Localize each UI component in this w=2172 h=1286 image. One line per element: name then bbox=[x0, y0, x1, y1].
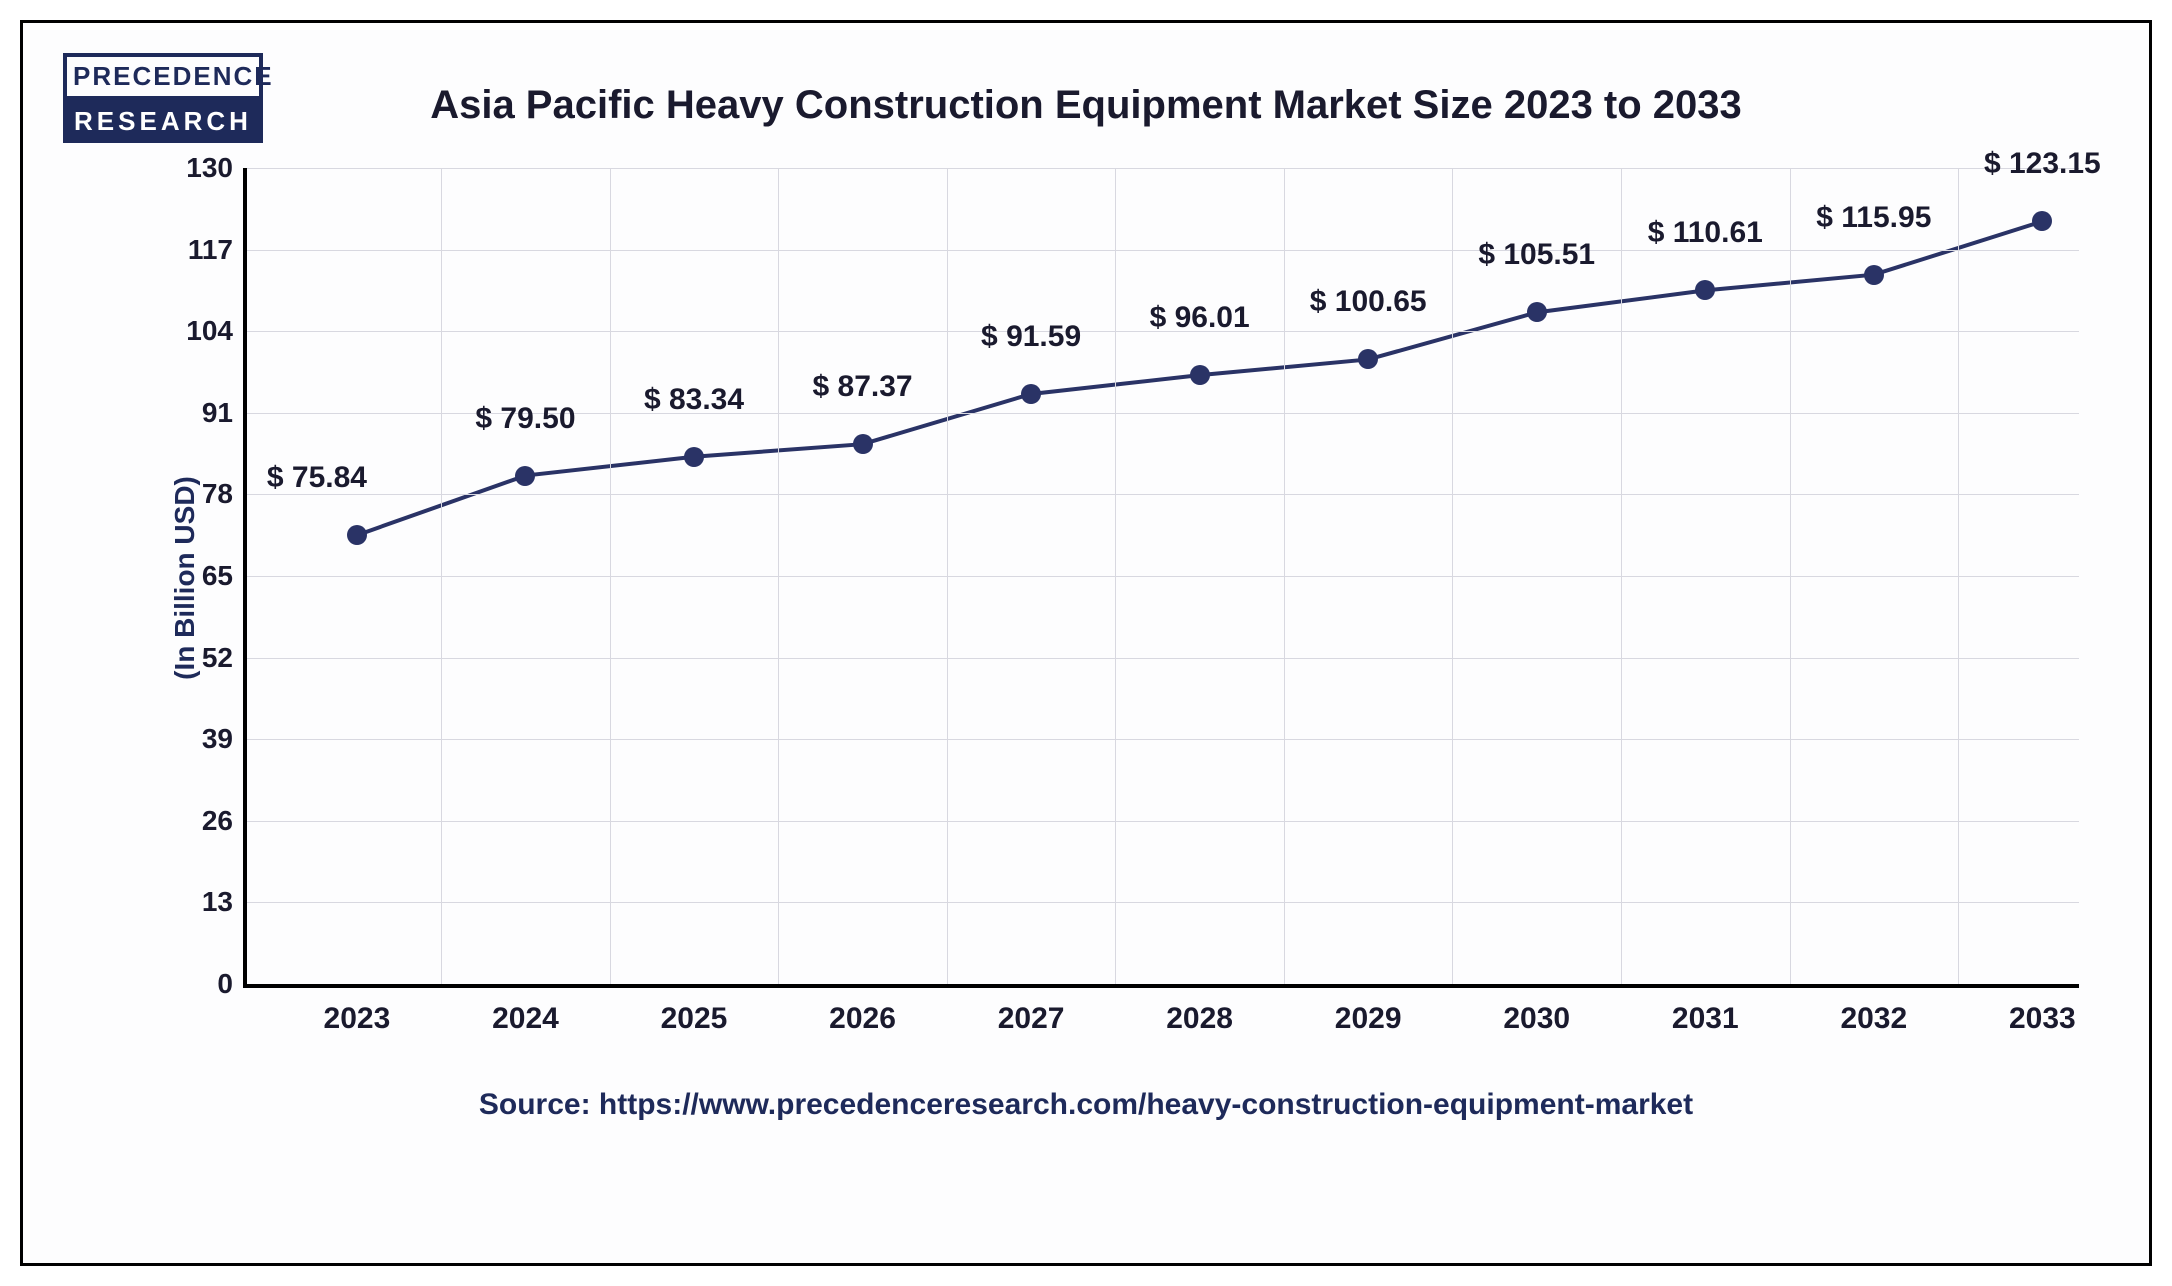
gridline-vertical bbox=[1284, 168, 1285, 984]
gridline-vertical bbox=[441, 168, 442, 984]
chart-container: PRECEDENCE RESEARCH Asia Pacific Heavy C… bbox=[20, 20, 2152, 1266]
gridline-horizontal bbox=[247, 168, 2079, 169]
y-tick-label: 78 bbox=[202, 478, 233, 510]
gridline-vertical bbox=[1958, 168, 1959, 984]
gridline-horizontal bbox=[247, 902, 2079, 903]
gridline-horizontal bbox=[247, 250, 2079, 251]
chart-title: Asia Pacific Heavy Construction Equipmen… bbox=[63, 83, 2109, 128]
x-tick-label: 2028 bbox=[1166, 1002, 1233, 1036]
data-marker bbox=[684, 447, 704, 467]
data-marker bbox=[347, 525, 367, 545]
data-value-label: $ 123.15 bbox=[1984, 147, 2101, 181]
data-marker bbox=[1527, 302, 1547, 322]
gridline-vertical bbox=[1790, 168, 1791, 984]
y-tick-label: 52 bbox=[202, 642, 233, 674]
gridline-horizontal bbox=[247, 821, 2079, 822]
x-tick-label: 2026 bbox=[829, 1002, 896, 1036]
x-tick-label: 2030 bbox=[1503, 1002, 1570, 1036]
data-value-label: $ 115.95 bbox=[1816, 201, 1931, 235]
data-marker bbox=[853, 434, 873, 454]
data-value-label: $ 96.01 bbox=[1150, 301, 1250, 335]
data-value-label: $ 79.50 bbox=[475, 402, 575, 436]
data-value-label: $ 110.61 bbox=[1648, 216, 1763, 250]
y-tick-label: 65 bbox=[202, 560, 233, 592]
y-tick-label: 130 bbox=[186, 152, 233, 184]
y-tick-label: 13 bbox=[202, 886, 233, 918]
gridline-vertical bbox=[1452, 168, 1453, 984]
source-text: Source: https://www.precedenceresearch.c… bbox=[63, 1088, 2109, 1122]
x-tick-label: 2025 bbox=[661, 1002, 728, 1036]
y-axis-label: (In Billion USD) bbox=[169, 476, 201, 680]
data-value-label: $ 100.65 bbox=[1310, 285, 1427, 319]
x-tick-label: 2033 bbox=[2009, 1002, 2076, 1036]
data-value-label: $ 105.51 bbox=[1478, 238, 1595, 272]
x-tick-label: 2029 bbox=[1335, 1002, 1402, 1036]
data-value-label: $ 87.37 bbox=[813, 370, 913, 404]
gridline-vertical bbox=[778, 168, 779, 984]
x-tick-label: 2031 bbox=[1672, 1002, 1739, 1036]
brand-logo: PRECEDENCE RESEARCH bbox=[63, 53, 263, 143]
gridline-vertical bbox=[610, 168, 611, 984]
data-value-label: $ 91.59 bbox=[981, 320, 1081, 354]
gridline-vertical bbox=[1115, 168, 1116, 984]
logo-line2: RESEARCH bbox=[63, 100, 263, 143]
y-tick-label: 104 bbox=[186, 315, 233, 347]
gridline-horizontal bbox=[247, 658, 2079, 659]
gridline-horizontal bbox=[247, 739, 2079, 740]
x-tick-label: 2024 bbox=[492, 1002, 559, 1036]
gridline-vertical bbox=[947, 168, 948, 984]
plot-area: 0132639526578911041171302023202420252026… bbox=[243, 168, 2079, 988]
plot-wrapper: (In Billion USD) 01326395265789110411713… bbox=[173, 168, 2079, 988]
gridline-horizontal bbox=[247, 494, 2079, 495]
data-marker bbox=[1021, 384, 1041, 404]
y-tick-label: 91 bbox=[202, 397, 233, 429]
x-tick-label: 2023 bbox=[324, 1002, 391, 1036]
y-tick-label: 39 bbox=[202, 723, 233, 755]
y-tick-label: 0 bbox=[217, 968, 233, 1000]
data-marker bbox=[1190, 365, 1210, 385]
data-value-label: $ 75.84 bbox=[267, 461, 367, 495]
gridline-horizontal bbox=[247, 576, 2079, 577]
data-value-label: $ 83.34 bbox=[644, 383, 744, 417]
gridline-vertical bbox=[1621, 168, 1622, 984]
x-tick-label: 2027 bbox=[998, 1002, 1065, 1036]
logo-line1: PRECEDENCE bbox=[63, 53, 263, 100]
data-marker bbox=[1864, 265, 1884, 285]
y-tick-label: 117 bbox=[188, 234, 233, 266]
x-tick-label: 2032 bbox=[1840, 1002, 1907, 1036]
y-tick-label: 26 bbox=[202, 805, 233, 837]
data-marker bbox=[515, 466, 535, 486]
